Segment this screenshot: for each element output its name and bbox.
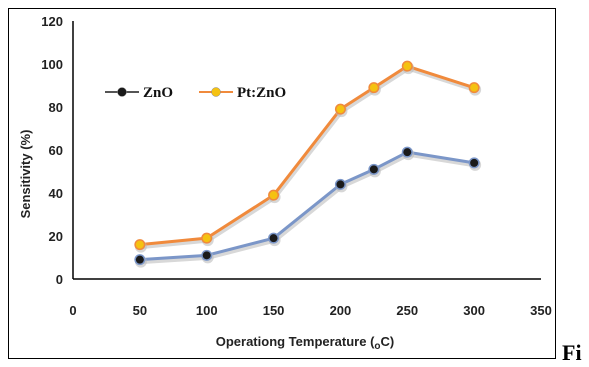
axes — [72, 21, 541, 280]
y-tick-label: 60 — [49, 143, 63, 158]
data-point — [202, 251, 211, 260]
series-line-shadow — [140, 151, 476, 265]
data-point — [336, 105, 345, 114]
data-point — [470, 158, 479, 167]
chart-frame: 0 20 40 60 80 100 120 0 50 100 150 200 250 300 350 Zn… — [8, 8, 556, 359]
x-tick-label: 50 — [133, 303, 147, 318]
y-tick-label: 0 — [56, 272, 63, 287]
data-point — [135, 240, 144, 249]
y-tick-label: 120 — [41, 14, 63, 29]
sensitivity-chart: 0 20 40 60 80 100 120 0 50 100 150 200 250 300 350 Zn… — [18, 14, 552, 352]
x-tick-label: 200 — [330, 303, 352, 318]
data-point — [336, 180, 345, 189]
x-tick-label: 0 — [69, 303, 76, 318]
data-point — [202, 234, 211, 243]
data-point — [470, 83, 479, 92]
legend-marker — [117, 87, 127, 97]
y-tick-label: 100 — [41, 57, 63, 72]
x-tick-label: 250 — [396, 303, 418, 318]
data-point — [369, 165, 378, 174]
x-axis-title-sub: o — [374, 341, 380, 352]
y-tick-label: 40 — [49, 186, 63, 201]
data-point — [403, 62, 412, 71]
x-tick-label: 100 — [196, 303, 218, 318]
y-tick-label: 20 — [49, 229, 63, 244]
y-tick-label: 80 — [49, 100, 63, 115]
trailing-caption-fragment: Fi — [562, 340, 582, 365]
data-point — [135, 255, 144, 264]
legend-label: Pt:ZnO — [237, 85, 286, 101]
x-axis-title: Operationg Temperature (oC) — [216, 334, 395, 352]
x-axis-title-main: Operationg Temperature ( — [216, 334, 375, 349]
data-point — [403, 148, 412, 157]
data-point — [269, 191, 278, 200]
x-axis-title-end: C) — [381, 334, 395, 349]
x-tick-label: 300 — [463, 303, 485, 318]
legend-label: ZnO — [143, 85, 173, 101]
x-tick-label: 350 — [530, 303, 552, 318]
y-axis-title: Sensitivity (%) — [18, 130, 33, 219]
x-tick-label: 150 — [263, 303, 285, 318]
data-point — [269, 234, 278, 243]
legend-marker — [211, 87, 221, 97]
data-point — [369, 83, 378, 92]
